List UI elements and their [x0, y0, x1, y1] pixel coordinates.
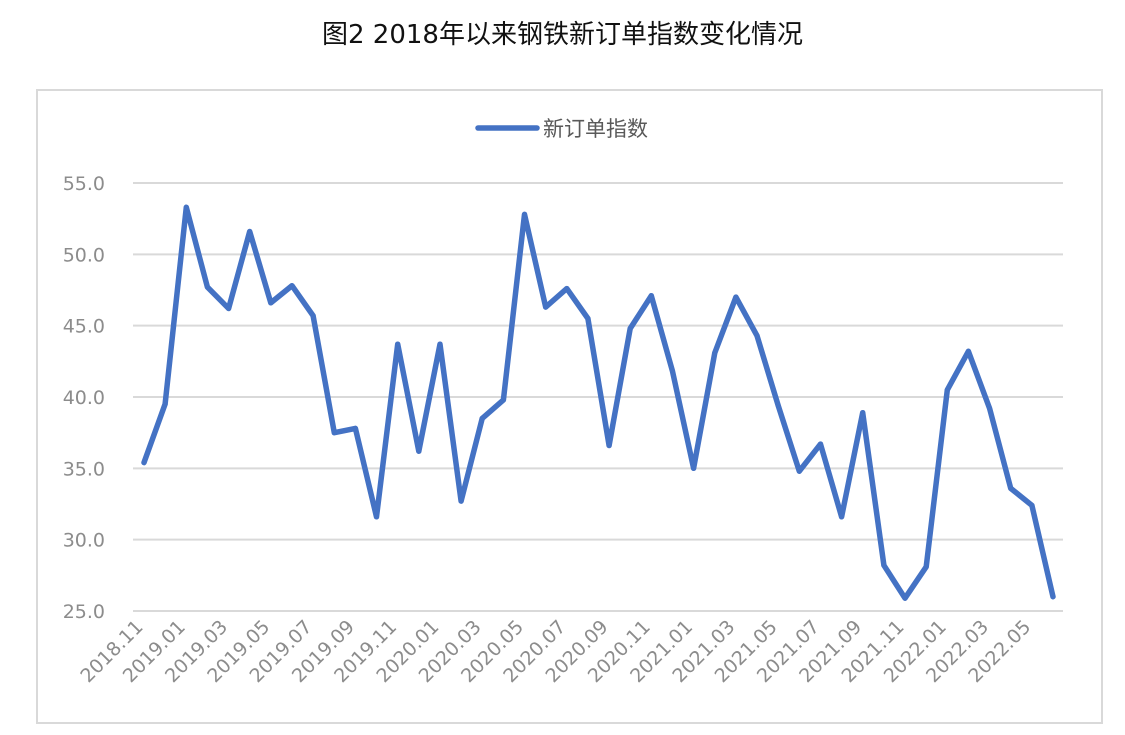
data-point	[310, 313, 316, 319]
data-point	[331, 430, 337, 436]
data-point	[374, 514, 380, 520]
y-tick-label: 30.0	[63, 530, 105, 552]
data-point	[881, 562, 887, 568]
data-point	[754, 333, 760, 339]
data-point	[1050, 594, 1056, 600]
y-tick-label: 50.0	[63, 244, 105, 266]
y-tick-label: 55.0	[63, 173, 105, 195]
data-point	[543, 304, 549, 310]
data-point	[585, 316, 591, 322]
data-point	[712, 350, 718, 356]
data-point	[268, 300, 274, 306]
data-point	[226, 306, 232, 312]
data-point	[902, 595, 908, 601]
data-point	[1008, 485, 1014, 491]
y-tick-label: 40.0	[63, 387, 105, 409]
data-point	[352, 425, 358, 431]
data-point	[627, 326, 633, 332]
data-point	[247, 229, 253, 235]
series-line	[141, 204, 1056, 601]
data-point	[162, 401, 168, 407]
chart-title: 图2 2018年以来钢铁新订单指数变化情况	[322, 20, 803, 50]
data-point	[923, 564, 929, 570]
data-point	[606, 443, 612, 449]
data-point	[500, 397, 506, 403]
legend-label: 新订单指数	[543, 117, 648, 141]
y-tick-label: 45.0	[63, 316, 105, 338]
gridlines	[133, 182, 1063, 612]
data-point	[775, 403, 781, 409]
data-point	[733, 294, 739, 300]
data-point	[564, 286, 570, 292]
data-point	[987, 405, 993, 411]
data-point	[839, 514, 845, 520]
chart-area	[36, 89, 1103, 724]
data-point	[691, 465, 697, 471]
data-point	[669, 368, 675, 374]
y-tick-label: 35.0	[63, 458, 105, 480]
data-point	[796, 468, 802, 474]
data-point	[522, 211, 528, 217]
data-point	[648, 293, 654, 299]
y-tick-label: 25.0	[63, 601, 105, 623]
series-lines	[141, 204, 1056, 601]
data-point	[817, 441, 823, 447]
data-point	[458, 498, 464, 504]
data-point	[965, 348, 971, 354]
legend: 新订单指数	[475, 117, 648, 141]
data-point	[141, 460, 147, 466]
x-axis-ticks: 2018.112019.012019.032019.052019.072019.…	[76, 616, 1035, 687]
data-point	[416, 448, 422, 454]
y-axis-ticks: 25.0 30.0 35.0 40.0 45.0 50.0 55.0	[63, 173, 105, 623]
data-point	[944, 387, 950, 393]
data-point	[437, 341, 443, 347]
data-point	[183, 204, 189, 210]
data-point	[479, 415, 485, 421]
data-point	[204, 284, 210, 290]
data-point	[289, 283, 295, 289]
data-point	[1029, 502, 1035, 508]
data-point	[395, 341, 401, 347]
data-point	[860, 410, 866, 416]
